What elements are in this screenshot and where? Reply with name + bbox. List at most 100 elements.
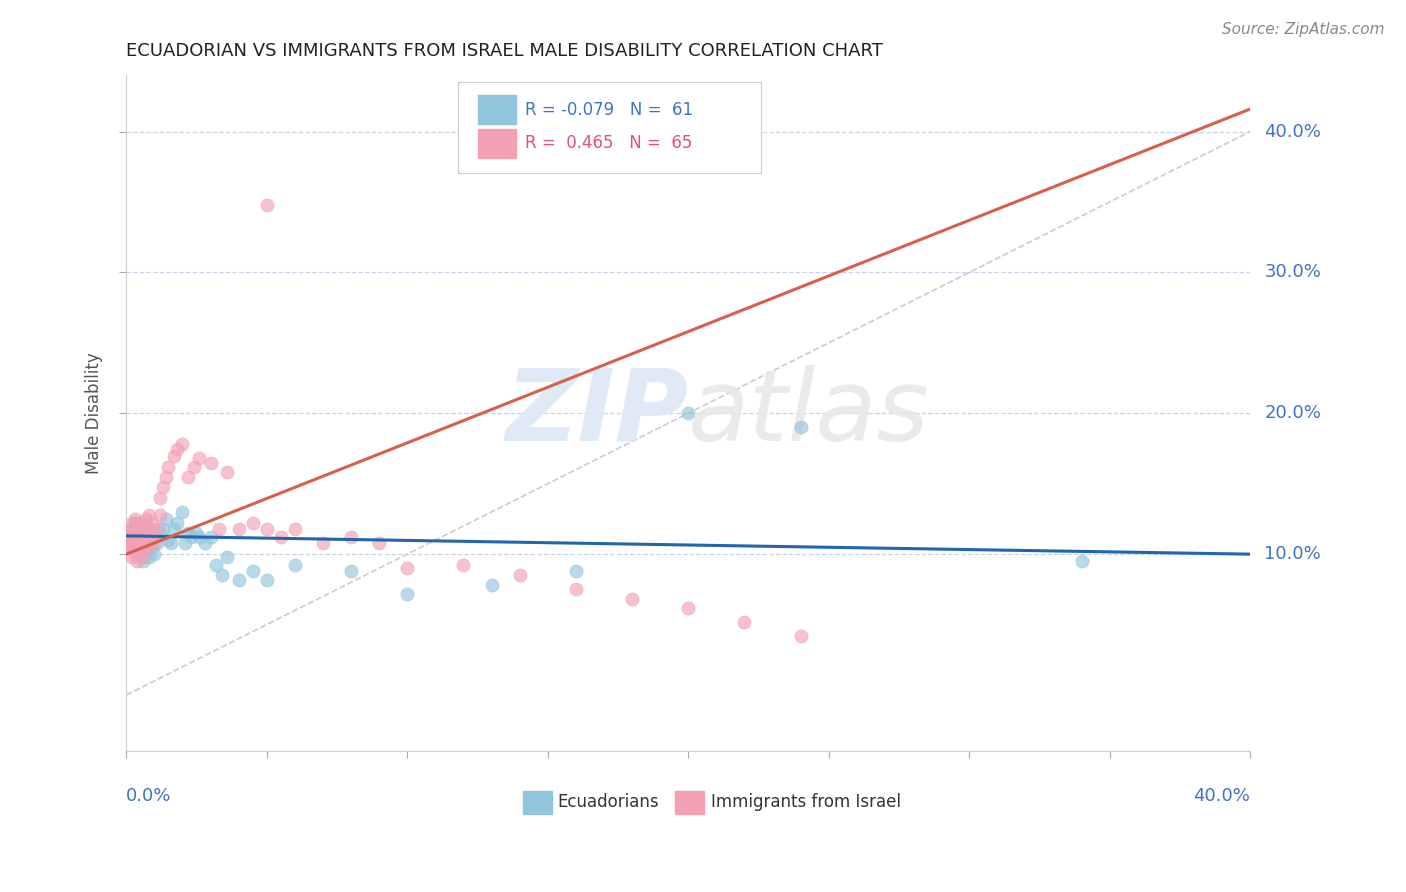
Point [132, 522, 155, 536]
Point [163, 449, 186, 463]
Text: Immigrants from Israel: Immigrants from Israel [710, 793, 901, 811]
Point [118, 540, 141, 554]
Point [121, 540, 143, 554]
Point [132, 536, 155, 550]
Text: R = -0.079   N =  61: R = -0.079 N = 61 [526, 101, 693, 119]
Point [174, 536, 197, 550]
Point [621, 592, 644, 607]
Point [149, 526, 172, 541]
Point [396, 561, 419, 575]
Point [121, 522, 143, 536]
Point [132, 549, 155, 564]
Point [129, 536, 152, 550]
Point [124, 522, 146, 536]
Point [160, 536, 183, 550]
Point [135, 540, 157, 554]
Point [177, 469, 200, 483]
Point [124, 526, 146, 541]
Point [129, 536, 152, 550]
Point [138, 508, 160, 522]
Point [242, 516, 264, 531]
Point [312, 536, 335, 550]
Point [733, 615, 755, 629]
Text: 20.0%: 20.0% [1264, 404, 1322, 422]
Point [155, 512, 177, 526]
Point [481, 578, 503, 592]
Point [138, 536, 160, 550]
Point [129, 526, 152, 541]
Point [124, 547, 146, 561]
Point [135, 526, 157, 541]
Point [270, 530, 292, 544]
Point [124, 536, 146, 550]
Point [205, 558, 228, 573]
Point [340, 564, 363, 578]
FancyBboxPatch shape [458, 82, 761, 173]
Point [143, 526, 166, 541]
Point [141, 530, 163, 544]
Point [163, 522, 186, 536]
Point [127, 530, 149, 544]
Point [256, 573, 278, 587]
Point [138, 536, 160, 550]
Point [177, 526, 200, 541]
Point [141, 516, 163, 531]
Point [129, 547, 152, 561]
Point [149, 491, 172, 505]
Point [155, 469, 177, 483]
Point [121, 533, 143, 547]
Point [146, 536, 169, 550]
Point [121, 522, 143, 536]
Point [565, 564, 588, 578]
Text: 40.0%: 40.0% [1264, 122, 1322, 141]
Point [152, 522, 174, 536]
Point [124, 522, 146, 536]
Point [118, 526, 141, 541]
Point [143, 536, 166, 550]
Point [132, 526, 155, 541]
Point [188, 451, 211, 466]
Point [200, 456, 222, 470]
Point [127, 540, 149, 554]
Point [188, 530, 211, 544]
Text: ECUADORIAN VS IMMIGRANTS FROM ISRAEL MALE DISABILITY CORRELATION CHART: ECUADORIAN VS IMMIGRANTS FROM ISRAEL MAL… [127, 42, 883, 60]
Point [183, 459, 205, 474]
Point [138, 522, 160, 536]
Point [141, 530, 163, 544]
Point [135, 512, 157, 526]
Point [129, 544, 152, 558]
Point [172, 505, 194, 519]
Point [118, 533, 141, 547]
Point [194, 536, 217, 550]
Point [228, 573, 250, 587]
Point [141, 540, 163, 554]
Point [166, 516, 188, 531]
Point [217, 549, 239, 564]
Point [172, 437, 194, 451]
FancyBboxPatch shape [478, 129, 516, 158]
FancyBboxPatch shape [675, 790, 704, 814]
Text: 40.0%: 40.0% [1194, 787, 1250, 805]
Point [242, 564, 264, 578]
Point [118, 536, 141, 550]
Point [127, 536, 149, 550]
Point [135, 544, 157, 558]
Point [208, 522, 231, 536]
Point [124, 516, 146, 531]
Point [284, 522, 307, 536]
Point [396, 586, 419, 600]
Text: Ecuadorians: Ecuadorians [558, 793, 659, 811]
Point [146, 522, 169, 536]
Point [211, 568, 233, 582]
Text: 30.0%: 30.0% [1264, 263, 1322, 281]
Point [132, 554, 155, 568]
Point [127, 530, 149, 544]
Point [121, 516, 143, 531]
Point [129, 516, 152, 531]
Point [129, 526, 152, 541]
Point [127, 522, 149, 536]
Point [217, 466, 239, 480]
Point [789, 629, 811, 643]
FancyBboxPatch shape [523, 790, 553, 814]
Point [135, 522, 157, 536]
